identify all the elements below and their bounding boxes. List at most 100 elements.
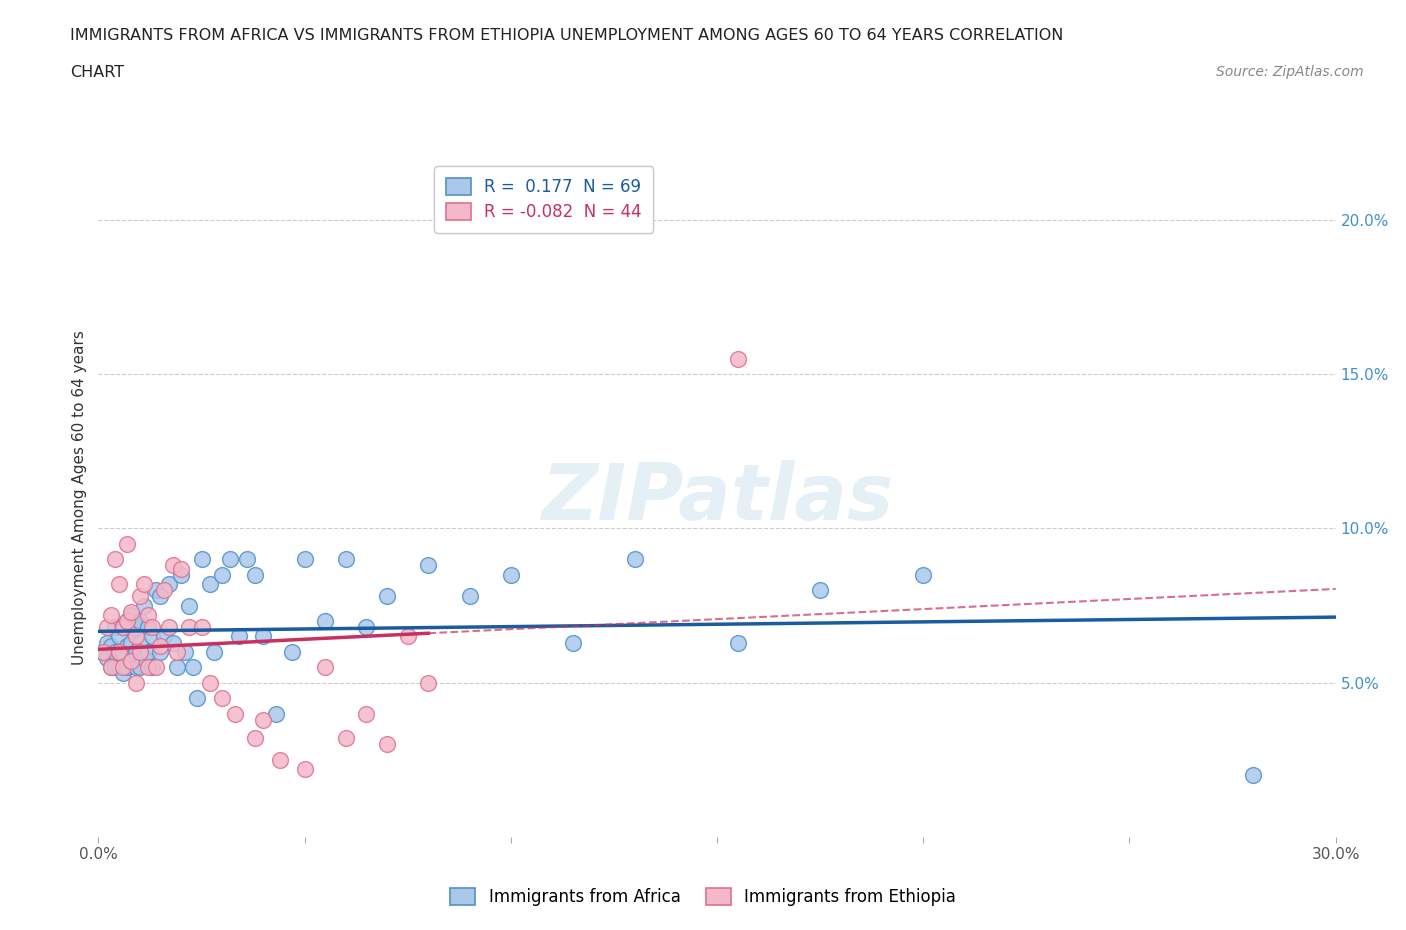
Point — [179, 598, 201, 613]
Point — [104, 644, 127, 659]
Point — [96, 619, 118, 634]
Point — [727, 635, 749, 650]
Point — [117, 660, 139, 675]
Point — [112, 619, 135, 634]
Point — [157, 619, 180, 634]
Point — [124, 644, 146, 659]
Point — [117, 638, 139, 653]
Point — [128, 589, 150, 604]
Point — [91, 644, 114, 659]
Point — [108, 644, 131, 659]
Text: IMMIGRANTS FROM AFRICA VS IMMIGRANTS FROM ETHIOPIA UNEMPLOYMENT AMONG AGES 60 TO: IMMIGRANTS FROM AFRICA VS IMMIGRANTS FRO… — [70, 28, 1064, 43]
Point — [124, 629, 146, 644]
Point — [294, 762, 316, 777]
Point — [499, 567, 522, 582]
Point — [100, 660, 122, 675]
Point — [190, 551, 212, 566]
Point — [179, 619, 201, 634]
Point — [458, 589, 481, 604]
Point — [100, 660, 122, 675]
Point — [136, 619, 159, 634]
Point — [108, 629, 131, 644]
Point — [153, 629, 176, 644]
Point — [727, 352, 749, 366]
Point — [294, 551, 316, 566]
Point — [1241, 768, 1264, 783]
Point — [136, 660, 159, 675]
Point — [120, 654, 142, 669]
Point — [181, 660, 204, 675]
Point — [112, 644, 135, 659]
Point — [314, 614, 336, 629]
Point — [623, 551, 645, 566]
Point — [202, 644, 225, 659]
Point — [117, 614, 139, 629]
Point — [170, 567, 193, 582]
Point — [162, 635, 184, 650]
Point — [145, 660, 167, 675]
Point — [228, 629, 250, 644]
Point — [108, 577, 131, 591]
Point — [136, 644, 159, 659]
Point — [112, 666, 135, 681]
Text: ZIPatlas: ZIPatlas — [541, 459, 893, 536]
Point — [132, 651, 155, 666]
Point — [166, 660, 188, 675]
Point — [112, 619, 135, 634]
Point — [314, 660, 336, 675]
Point — [104, 660, 127, 675]
Point — [269, 752, 291, 767]
Text: CHART: CHART — [70, 65, 124, 80]
Point — [808, 583, 831, 598]
Point — [149, 638, 172, 653]
Text: Source: ZipAtlas.com: Source: ZipAtlas.com — [1216, 65, 1364, 79]
Point — [356, 706, 378, 721]
Point — [174, 644, 197, 659]
Point — [335, 551, 357, 566]
Point — [104, 619, 127, 634]
Point — [243, 567, 266, 582]
Point — [198, 577, 221, 591]
Point — [128, 614, 150, 629]
Point — [108, 660, 131, 675]
Point — [108, 644, 131, 659]
Point — [236, 551, 259, 566]
Point — [120, 635, 142, 650]
Point — [120, 607, 142, 622]
Point — [170, 561, 193, 576]
Point — [335, 731, 357, 746]
Point — [252, 712, 274, 727]
Point — [375, 589, 398, 604]
Point — [100, 607, 122, 622]
Point — [141, 619, 163, 634]
Point — [561, 635, 583, 650]
Legend: R =  0.177  N = 69, R = -0.082  N = 44: R = 0.177 N = 69, R = -0.082 N = 44 — [434, 166, 654, 232]
Point — [190, 619, 212, 634]
Point — [162, 558, 184, 573]
Point — [418, 558, 440, 573]
Point — [124, 675, 146, 690]
Point — [211, 567, 233, 582]
Point — [128, 635, 150, 650]
Point — [186, 691, 208, 706]
Point — [418, 675, 440, 690]
Point — [219, 551, 242, 566]
Point — [96, 651, 118, 666]
Point — [375, 737, 398, 751]
Point — [91, 644, 114, 659]
Point — [281, 644, 304, 659]
Point — [117, 614, 139, 629]
Point — [112, 660, 135, 675]
Point — [224, 706, 246, 721]
Point — [128, 644, 150, 659]
Point — [157, 577, 180, 591]
Y-axis label: Unemployment Among Ages 60 to 64 years: Unemployment Among Ages 60 to 64 years — [72, 330, 87, 665]
Point — [166, 644, 188, 659]
Point — [356, 619, 378, 634]
Point — [120, 604, 142, 619]
Point — [264, 706, 287, 721]
Point — [124, 619, 146, 634]
Point — [117, 537, 139, 551]
Point — [145, 583, 167, 598]
Point — [252, 629, 274, 644]
